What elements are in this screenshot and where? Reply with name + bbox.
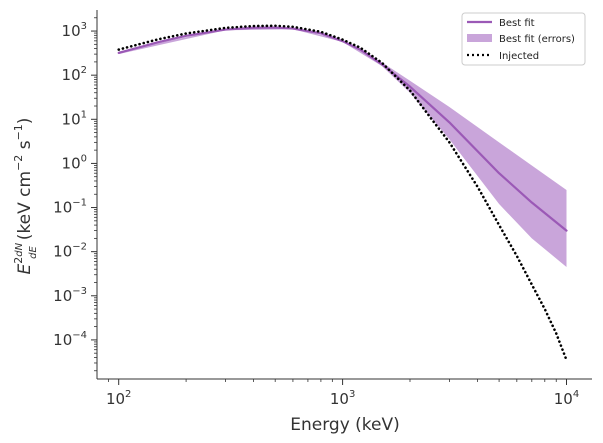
y-tick-label: 10−2 (53, 242, 87, 261)
error-band-layer (118, 27, 567, 267)
y-tick-label: 102 (62, 65, 87, 84)
y-tick-label: 103 (62, 21, 87, 40)
legend-swatch-errors (467, 34, 492, 42)
y-tick-label: 101 (62, 109, 87, 128)
y-axis-title: E2dN dE (keV cm−2 s−1) (12, 118, 39, 275)
legend: Best fit Best fit (errors) Injected (461, 12, 586, 66)
y-axis-title-e: E (15, 263, 35, 274)
x-tick-label: 103 (330, 389, 355, 408)
injected-line (117, 24, 568, 362)
y-axis-title-units-end: ) (15, 118, 35, 125)
legend-label-injected: Injected (499, 51, 539, 62)
y-ticks: 10−4 10−3 10−2 10−1 100 101 102 103 (53, 17, 97, 372)
y-axis-title-units: (keV cm (15, 171, 35, 240)
best-fit-line (117, 26, 568, 232)
x-tick-label: 102 (106, 389, 131, 408)
error-band (118, 27, 567, 267)
y-axis-title-num: dN (14, 242, 25, 256)
y-tick-label: 10−4 (53, 330, 87, 349)
series-layer (117, 24, 568, 362)
legend-label-errors: Best fit (errors) (499, 34, 575, 45)
y-axis-title-units-sup: −2 (12, 155, 25, 171)
legend-frame (461, 12, 586, 66)
y-axis-title-den: dE (28, 246, 39, 259)
x-ticks: 102 103 104 (106, 379, 579, 408)
y-axis-title-units-sup2: −1 (12, 124, 25, 140)
y-axis-title-sup: 2 (12, 257, 25, 264)
legend-label-best-fit: Best fit (499, 18, 535, 29)
x-axis-title: Energy (keV) (290, 415, 400, 435)
y-tick-label: 100 (62, 153, 87, 172)
y-axis-title-units-mid: s (15, 140, 35, 154)
x-tick-label: 104 (554, 389, 579, 408)
y-tick-label: 10−3 (53, 286, 87, 305)
y-tick-label: 10−1 (53, 198, 87, 217)
